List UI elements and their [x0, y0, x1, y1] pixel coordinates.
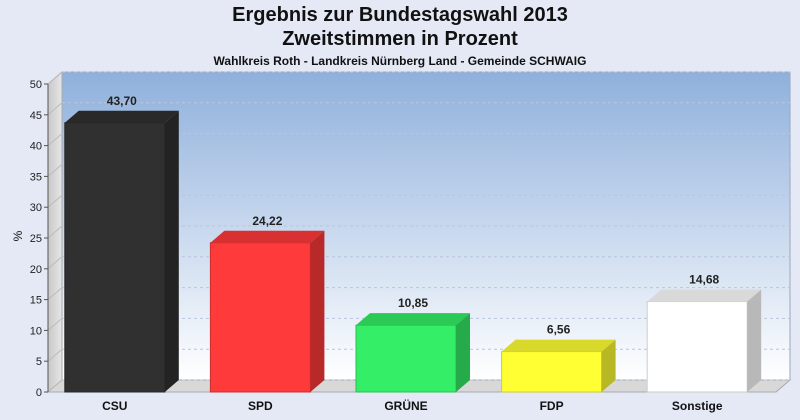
bar [501, 351, 603, 393]
y-tick-label: 50 [30, 79, 42, 91]
bar-side [164, 110, 179, 393]
bar-value-label: 14,68 [689, 273, 719, 287]
y-tick-label: 0 [36, 387, 42, 399]
x-category-label: GRÜNE [384, 398, 427, 413]
gridline-side [47, 318, 63, 331]
bar [64, 122, 166, 393]
gridline-side [47, 287, 63, 300]
bar-top [210, 230, 325, 243]
chart-caption: Wahlkreis Roth - Landkreis Nürnberg Land… [213, 54, 587, 68]
bar-top [356, 313, 470, 326]
bar [209, 242, 311, 393]
bar-value-label: 10,85 [398, 296, 428, 310]
bar-value-label: 43,70 [107, 94, 137, 108]
bar-side [456, 313, 470, 392]
gridline-side [47, 379, 63, 393]
chart-title: Ergebnis zur Bundestagswahl 2013 [232, 4, 568, 26]
bar-top [64, 110, 179, 123]
y-axis-label: % [11, 230, 25, 241]
gridline-side [47, 71, 63, 85]
x-category-label: CSU [102, 399, 127, 413]
bar-value-label: 24,22 [252, 214, 282, 228]
gridline-side [47, 225, 63, 239]
bar-side [310, 230, 325, 392]
bar-top [647, 289, 762, 302]
y-tick-label: 20 [30, 264, 42, 276]
y-tick-label: 5 [36, 356, 42, 368]
bar [646, 301, 748, 393]
y-tick-label: 40 [30, 141, 42, 153]
y-tick-label: 25 [30, 233, 42, 245]
bar-side [601, 339, 616, 392]
y-tick-label: 30 [30, 202, 42, 214]
y-tick-label: 15 [30, 295, 42, 307]
y-tick-label: 45 [30, 110, 42, 122]
x-category-label: FDP [540, 399, 564, 413]
gridline-side [47, 133, 63, 146]
y-tick-label: 35 [30, 171, 42, 183]
bar [355, 324, 457, 393]
gridline-side [47, 194, 63, 208]
x-category-label: Sonstige [672, 399, 723, 413]
x-category-label: SPD [248, 399, 273, 413]
chart-subtitle: Zweitstimmen in Prozent [282, 28, 518, 50]
gridline-side [47, 256, 63, 270]
gridline-side [47, 102, 63, 116]
gridline-side [47, 348, 63, 362]
bar-value-label: 6,56 [547, 323, 571, 337]
y-tick-label: 10 [30, 325, 42, 337]
gridline-side [47, 164, 63, 177]
bar-side [747, 289, 762, 392]
bar-top [501, 339, 616, 352]
